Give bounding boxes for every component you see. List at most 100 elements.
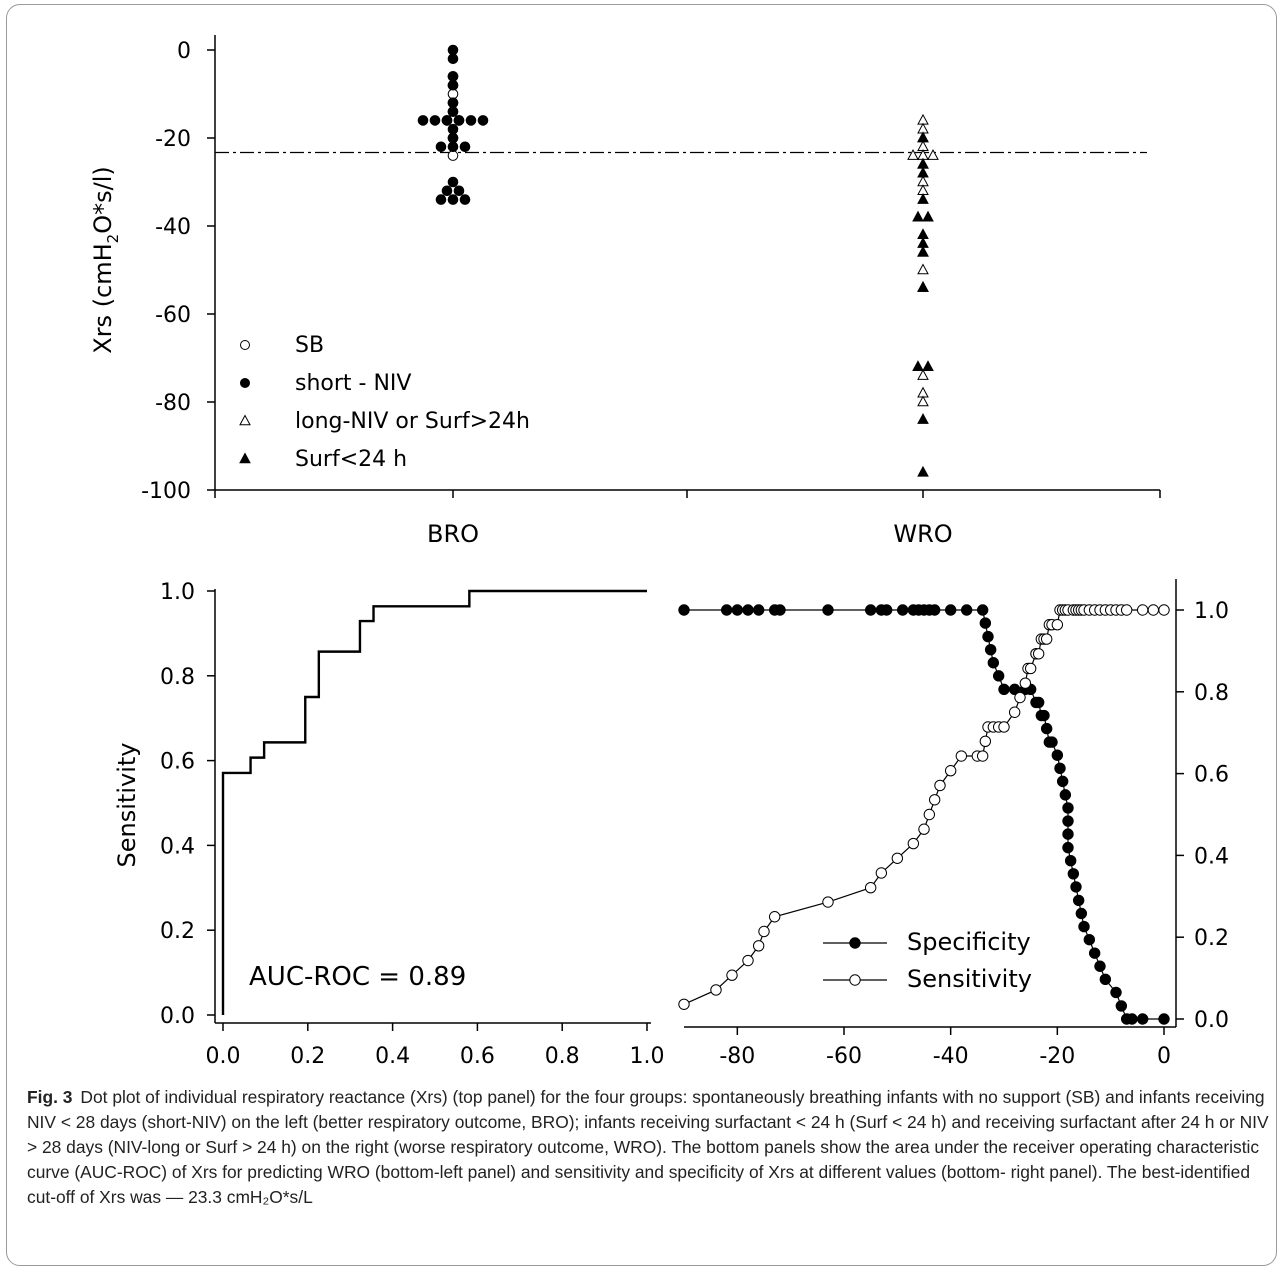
specificity-point: [731, 604, 744, 616]
bl-x-tick-label: 0.8: [545, 1044, 580, 1069]
bl-y-tick-label: 0.8: [160, 665, 195, 690]
top-point: [907, 149, 919, 160]
specificity-point: [1062, 802, 1074, 814]
specificity-point: [1038, 709, 1050, 722]
specificity-point: [1051, 749, 1064, 761]
sensitivity-point: [726, 969, 738, 981]
specificity-point: [742, 604, 754, 616]
br-x-tick-label: -80: [719, 1044, 755, 1069]
top-point: [447, 194, 459, 205]
top-point: [447, 132, 459, 144]
top-legend: SB short - NIV long-NIV or Surf>24h Surf<24…: [239, 333, 530, 472]
top-point: [453, 185, 465, 197]
top-point: [917, 413, 929, 424]
specificity-point: [1078, 920, 1090, 933]
bl-x-tick-label: 1.0: [630, 1044, 665, 1069]
sensitivity-point: [758, 925, 770, 938]
top-point: [447, 71, 459, 82]
sensitivity-point: [955, 750, 968, 762]
bl-y-tick-label: 0.2: [160, 919, 195, 944]
top-point: [417, 115, 429, 126]
top-point: [447, 53, 459, 65]
specificity-point: [1056, 775, 1069, 788]
top-point: [917, 131, 929, 143]
br-axes: [684, 579, 1184, 1035]
sensitivity-point: [928, 794, 941, 806]
top-y-tick-label: 0: [177, 39, 191, 64]
br-y-tick-label: 0.0: [1194, 1008, 1229, 1033]
top-point: [447, 123, 459, 135]
top-y-tick-labels: 0 -20 -40 -60 -80 -100: [141, 39, 191, 504]
specificity-point: [678, 604, 690, 616]
figure-frame: 0 -20 -40 -60 -80 -100 BRO WRO SB short - NIV lo…: [6, 4, 1277, 1266]
specificity-point: [982, 630, 994, 643]
top-point: [447, 88, 459, 100]
top-point: [447, 106, 459, 117]
br-x-tick-label: -60: [826, 1044, 862, 1069]
specificity-point: [720, 604, 733, 616]
br-tick-labels: 0.0 0.2 0.4 0.6 0.8 1.0 -80 -60 -40 -20 0: [719, 599, 1229, 1069]
sensitivity-point: [1051, 619, 1064, 631]
top-point: [917, 245, 929, 257]
top-point: [912, 360, 924, 372]
specificity-point: [1070, 881, 1082, 893]
top-point: [917, 395, 929, 407]
sensitivity-point: [768, 911, 781, 923]
sensitivity-point: [1136, 604, 1149, 616]
specificity-point: [880, 604, 893, 616]
bl-x-tick-label: 0.4: [375, 1044, 410, 1069]
sensitivity-point: [710, 984, 722, 996]
top-category-label: WRO: [893, 520, 952, 548]
sensitivity-point: [822, 896, 834, 908]
top-points: [417, 44, 939, 477]
top-axes: [207, 35, 1161, 498]
top-category-label: BRO: [427, 520, 479, 548]
sensitivity-point: [934, 779, 946, 792]
legend-label: Surf<24 h: [295, 447, 407, 472]
specificity-point: [1067, 868, 1080, 880]
specificity-point: [1062, 841, 1074, 854]
br-y-tick-label: 0.8: [1194, 681, 1229, 706]
specificity-point: [984, 643, 997, 656]
specificity-point: [896, 604, 909, 616]
legend-label: Specificity: [907, 928, 1031, 956]
specificity-point: [1064, 855, 1077, 867]
specificity-point: [1072, 894, 1085, 907]
bl-y-tick-label: 0.0: [160, 1004, 195, 1029]
top-point: [917, 263, 929, 275]
bl-y-tick-label: 0.4: [160, 834, 195, 859]
top-point: [927, 149, 939, 160]
sensitivity-point: [1014, 691, 1026, 704]
top-point: [459, 194, 471, 205]
br-y-tick-label: 0.2: [1194, 926, 1229, 951]
sensitivity-point: [944, 765, 957, 777]
top-point: [477, 115, 489, 126]
bl-y-tick-label: 0.6: [160, 750, 195, 775]
top-point: [917, 166, 929, 178]
sensitivity-point: [1032, 648, 1045, 660]
top-panel-dot-plot: 0 -20 -40 -60 -80 -100 BRO WRO SB short - NIV lo…: [89, 35, 1161, 548]
specificity-point: [979, 617, 992, 629]
top-point: [435, 194, 447, 205]
specificity-point: [998, 683, 1010, 696]
top-point: [447, 176, 459, 188]
specificity-point: [987, 657, 1000, 669]
bottom-left-roc-panel: 0.0 0.2 0.4 0.6 0.8 1.0 0.0 0.2 0.4 0.6 0.8 1.0 AUC…: [113, 580, 665, 1069]
specificity-point: [1136, 1013, 1149, 1025]
specificity-point: [1099, 973, 1112, 986]
top-point: [435, 141, 447, 153]
legend-marker: [239, 452, 251, 464]
specificity-point: [976, 604, 989, 616]
top-point: [447, 141, 459, 153]
br-x-tick-label: -40: [933, 1044, 969, 1069]
top-point: [453, 115, 465, 126]
top-point: [922, 210, 934, 222]
top-category-labels: BRO WRO: [427, 520, 953, 548]
sensitivity-point: [923, 808, 936, 821]
legend-label: long-NIV or Surf>24h: [295, 409, 530, 434]
figure-svg: 0 -20 -40 -60 -80 -100 BRO WRO SB short - NIV lo…: [89, 35, 1229, 1069]
caption-label: Fig. 3: [27, 1087, 73, 1107]
br-points: [678, 604, 1170, 1025]
specificity-point: [992, 670, 1005, 682]
specificity-point: [1062, 815, 1074, 827]
